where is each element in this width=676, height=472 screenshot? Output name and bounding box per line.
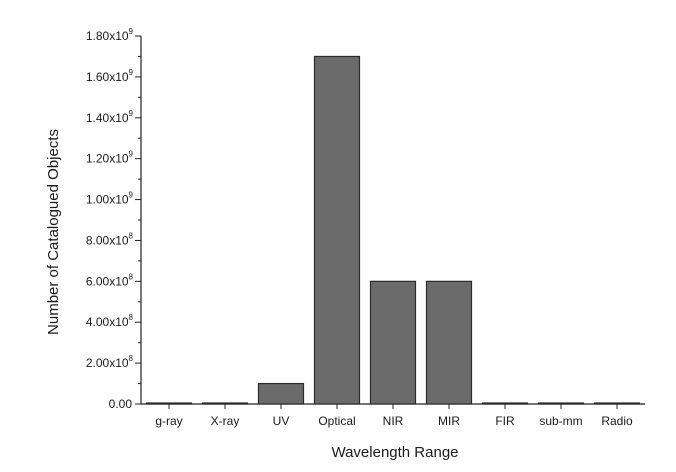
y-tick-label: 1.40x109 [86,109,134,125]
x-tick-label: MIR [438,414,460,428]
y-axis-ticks: 0.00 2.00x108 4.00x108 6.00x108 8.00x108 1.00… [86,27,141,411]
x-tick-label: UV [273,414,290,428]
y-tick-label: 6.00x108 [86,272,134,288]
bar-sub-mm [537,402,585,405]
bar-nir [369,280,417,405]
y-tick-label: 1.00x109 [86,191,134,207]
y-axis-title: Number of Catalogued Objects [45,129,62,335]
x-tick-label: NIR [383,414,404,428]
x-tick-label: X-ray [211,414,240,428]
x-tick-label: g-ray [155,414,182,428]
y-tick-label: 1.20x109 [86,150,134,166]
x-tick-label: Radio [601,414,633,428]
bar-g-ray [145,402,193,405]
bar-fir [481,402,529,405]
bar-uv [257,382,305,405]
y-tick-label: 4.00x108 [86,313,134,329]
bar-optical [313,55,361,405]
x-tick-label: FIR [495,414,515,428]
bar-mir [425,280,473,405]
x-tick-label: sub-mm [539,414,582,428]
y-tick-label: 8.00x108 [86,231,134,247]
x-axis-title: Wavelength Range [331,444,458,461]
bar-radio [593,402,641,405]
bars [145,55,641,405]
y-tick-label: 1.80x109 [86,27,134,43]
x-axis-ticks: g-ray X-ray UV Optical NIR MIR FIR sub-mm Radio [155,404,633,428]
y-tick-label: 2.00x108 [86,354,134,370]
bar-x-ray [201,402,249,405]
x-tick-label: Optical [318,414,355,428]
y-tick-label: 1.60x109 [86,68,134,84]
y-tick-label: 0.00 [109,397,133,411]
